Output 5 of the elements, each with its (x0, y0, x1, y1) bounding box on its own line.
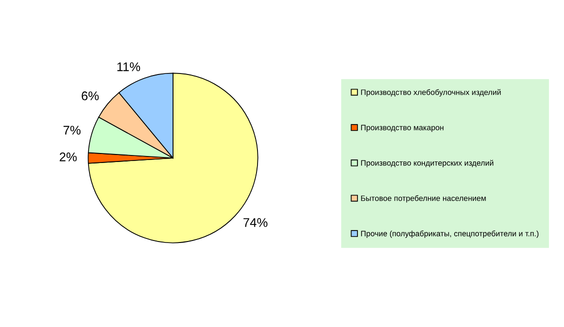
data-label: 2% (60, 152, 77, 162)
data-label: 7% (64, 126, 81, 135)
data-label: 74% (243, 218, 268, 227)
data-label: 11% (117, 62, 140, 72)
data-label: 6% (82, 91, 99, 100)
